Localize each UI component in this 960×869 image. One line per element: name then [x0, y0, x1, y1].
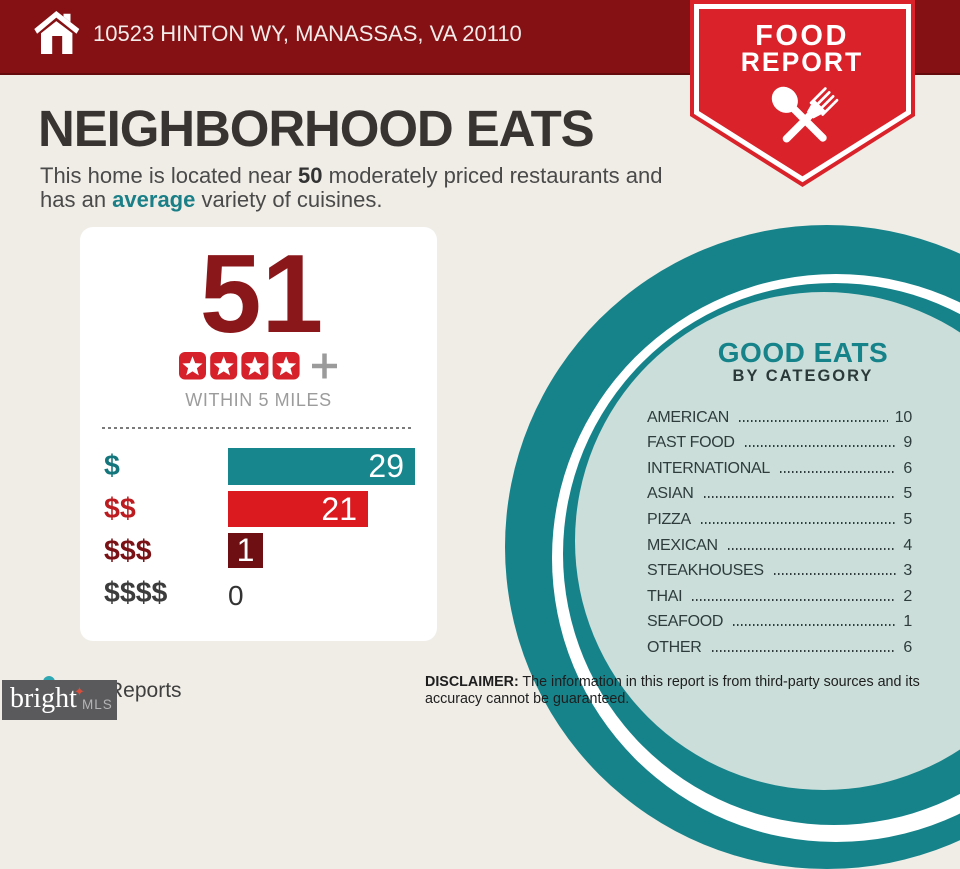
svg-text:FOOD: FOOD [755, 20, 849, 52]
svg-text:REPORT: REPORT [741, 47, 863, 77]
